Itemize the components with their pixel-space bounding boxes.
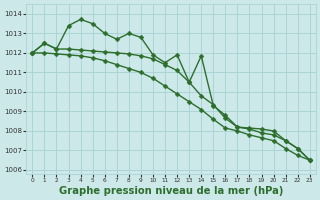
X-axis label: Graphe pression niveau de la mer (hPa): Graphe pression niveau de la mer (hPa) <box>59 186 283 196</box>
